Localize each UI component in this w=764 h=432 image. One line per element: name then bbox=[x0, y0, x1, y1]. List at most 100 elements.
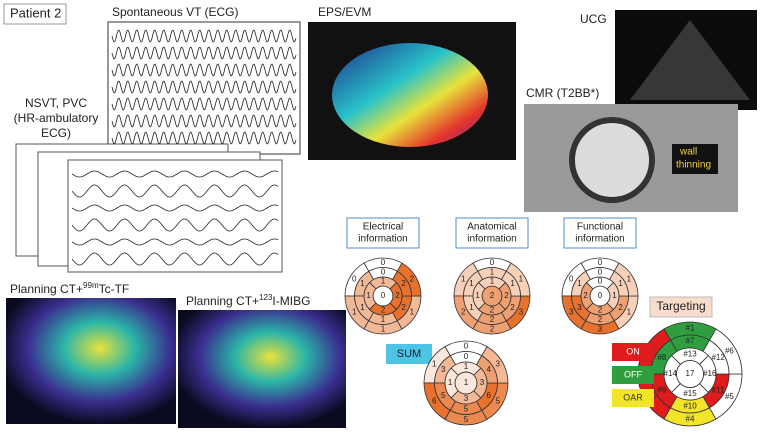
segment-value: 0 bbox=[381, 258, 386, 267]
segment-label: #14 bbox=[664, 369, 678, 378]
segment-label: #9 bbox=[657, 385, 666, 394]
segment bbox=[589, 285, 611, 307]
ecg-trace bbox=[111, 131, 297, 145]
title-box bbox=[455, 217, 529, 249]
segment bbox=[372, 285, 394, 307]
bullseye-title: SUM bbox=[397, 348, 421, 360]
segment-value: 3 bbox=[569, 308, 574, 317]
legend-swatch bbox=[612, 366, 654, 384]
targeting: Targeting#1#2#3#4#5#6#7#8#9#10#11#12#13#… bbox=[612, 296, 743, 427]
targeting-title: Targeting bbox=[656, 299, 705, 313]
segment-value: 1 bbox=[464, 378, 469, 387]
segment-value: 3 bbox=[577, 303, 582, 312]
ecg-trace bbox=[71, 218, 279, 232]
segment-value: 2 bbox=[401, 303, 406, 312]
segment-value: 1 bbox=[475, 291, 480, 300]
segment-value: 1 bbox=[464, 362, 469, 371]
segment-label: #10 bbox=[683, 402, 697, 411]
segment-value: 1 bbox=[612, 291, 617, 300]
cmr-heart bbox=[569, 117, 655, 203]
legend-label: ON bbox=[626, 346, 640, 356]
segment-value: 2 bbox=[490, 291, 495, 300]
ct2-image bbox=[178, 310, 346, 428]
segment-value: 3 bbox=[480, 378, 485, 387]
ct1-label: Planning CT+99mTc-TF bbox=[10, 281, 129, 296]
segment-value: 1 bbox=[360, 279, 365, 288]
ecg-trace bbox=[71, 252, 279, 266]
ecg-trace bbox=[71, 238, 279, 246]
segment-value: 6 bbox=[432, 396, 437, 405]
legend-label: OFF bbox=[624, 369, 642, 379]
segment-value: 2 bbox=[381, 306, 386, 315]
segment-value: 0 bbox=[464, 352, 469, 361]
title-box bbox=[649, 296, 713, 318]
segment-value: 2 bbox=[490, 315, 495, 324]
nsvt-label: ECG) bbox=[41, 126, 71, 140]
segment-value: 0 bbox=[598, 277, 603, 286]
segment-label: #7 bbox=[686, 337, 695, 346]
segment-value: 2 bbox=[504, 291, 509, 300]
segment-value: 2 bbox=[461, 308, 466, 317]
segment-label: #6 bbox=[725, 346, 734, 355]
segment-value: 0 bbox=[381, 291, 386, 300]
ct2-label: Planning CT+123I-MIBG bbox=[186, 293, 310, 308]
segment-value: 0 bbox=[352, 274, 357, 283]
nsvt-label: NSVT, PVC bbox=[25, 96, 87, 110]
segment-value: 1 bbox=[352, 308, 357, 317]
segment-value: 2 bbox=[401, 279, 406, 288]
segment-value: 1 bbox=[360, 303, 365, 312]
ucg-sector bbox=[630, 20, 750, 100]
bullseye-title: information bbox=[467, 234, 516, 245]
segment-value: 2 bbox=[510, 303, 515, 312]
bullseye-title: Anatomical bbox=[467, 222, 516, 233]
segment bbox=[481, 285, 503, 307]
ecg-trace bbox=[111, 29, 297, 43]
segment-label: #1 bbox=[686, 324, 695, 333]
legend-swatch bbox=[612, 389, 654, 407]
segment-value: 3 bbox=[464, 394, 469, 403]
title-box bbox=[386, 344, 432, 364]
segment-value: 2 bbox=[618, 303, 623, 312]
eps-label: EPS/EVM bbox=[318, 5, 371, 19]
segment-value: 3 bbox=[598, 324, 603, 333]
ecg-trace bbox=[111, 97, 297, 111]
wall-label: thinning bbox=[676, 160, 711, 171]
segment-label: #8 bbox=[657, 353, 666, 362]
segment-value: 2 bbox=[490, 306, 495, 315]
ecg-trace bbox=[71, 170, 279, 178]
segment-value: 1 bbox=[490, 267, 495, 276]
segment-value: 1 bbox=[519, 274, 524, 283]
segment-value: 1 bbox=[448, 378, 453, 387]
segment-value: 1 bbox=[381, 277, 386, 286]
segment-value: 1 bbox=[627, 308, 632, 317]
vt-label: Spontaneous VT (ECG) bbox=[112, 5, 239, 19]
segment-label: #13 bbox=[683, 349, 697, 358]
segment-value: 0 bbox=[464, 341, 469, 350]
segment-label: #5 bbox=[725, 392, 734, 401]
segment-value: 6 bbox=[487, 391, 492, 400]
segment-label: #12 bbox=[711, 353, 725, 362]
segment-label: #16 bbox=[703, 369, 717, 378]
segment-value: 1 bbox=[627, 274, 632, 283]
segment-label: 17 bbox=[686, 369, 695, 378]
segment-value: 5 bbox=[464, 404, 469, 413]
title: Patient 2 bbox=[10, 5, 61, 20]
segment-value: 0 bbox=[569, 274, 574, 283]
ecg-image bbox=[107, 21, 301, 155]
ecg-trace bbox=[111, 63, 297, 77]
segment-value: 0 bbox=[598, 291, 603, 300]
wall-label: wall bbox=[679, 147, 697, 158]
segment-value: 1 bbox=[618, 279, 623, 288]
segment-value: 2 bbox=[490, 324, 495, 333]
segment-value: 1 bbox=[469, 303, 474, 312]
segment-value: 5 bbox=[496, 396, 501, 405]
bullseye-title: Electrical bbox=[363, 222, 404, 233]
segment-value: 5 bbox=[441, 391, 446, 400]
segment-value: 1 bbox=[510, 279, 515, 288]
segment-value: 1 bbox=[381, 315, 386, 324]
segment-value: 0 bbox=[381, 267, 386, 276]
segment bbox=[676, 360, 704, 388]
